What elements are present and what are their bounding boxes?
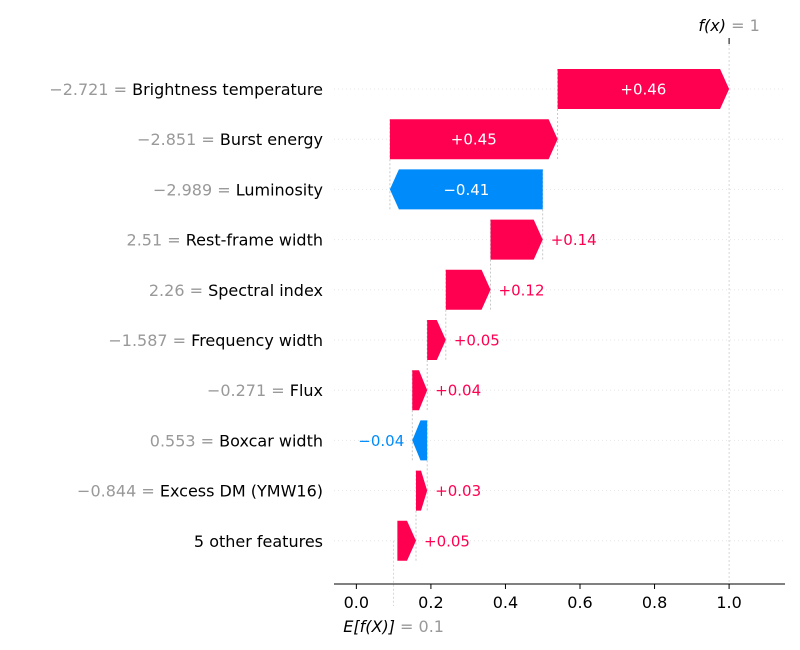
feature-name: Rest-frame width — [186, 231, 323, 250]
feature-name: 5 other features — [194, 532, 323, 551]
equals-sign: = — [168, 331, 192, 350]
bar-feature-5 — [445, 269, 491, 310]
feature-name: Excess DM (YMW16) — [160, 482, 323, 501]
feature-label: 5 other features — [194, 532, 323, 551]
feature-label: 2.26 = Spectral index — [149, 281, 323, 300]
bar-value-label: +0.14 — [551, 231, 597, 249]
feature-label: −0.844 = Excess DM (YMW16) — [77, 482, 323, 501]
feature-label: 0.553 = Boxcar width — [150, 431, 323, 450]
bar-value-label: +0.12 — [499, 281, 545, 299]
feature-value: 2.51 — [127, 231, 163, 250]
final-value-label: f(x) = 1 — [698, 16, 759, 35]
feature-value: −2.989 — [153, 180, 212, 199]
bar-feature-6 — [427, 320, 446, 360]
x-tick-label: 0.2 — [418, 593, 443, 612]
feature-name: Flux — [290, 381, 323, 400]
bar-value-label: −0.04 — [358, 432, 404, 450]
equals-sign: = — [196, 130, 220, 149]
feature-value: −2.721 — [49, 80, 108, 99]
x-tick-label: 0.8 — [642, 593, 667, 612]
feature-label: −1.587 = Frequency width — [108, 331, 323, 350]
bar-value-label: +0.45 — [451, 131, 497, 149]
bar-feature-7 — [412, 370, 428, 411]
base-value-eq: = 0.1 — [395, 617, 444, 636]
bar-feature-4 — [490, 219, 543, 260]
bar-value-label: −0.41 — [443, 181, 489, 199]
bar-value-label: +0.04 — [435, 382, 481, 400]
label-layer: +0.46 −2.721 = Brightness temperature +0.4… — [49, 80, 666, 551]
final-value-eq: = 1 — [726, 16, 760, 35]
bar-value-label: +0.05 — [454, 332, 500, 350]
x-tick-label: 0.6 — [567, 593, 592, 612]
final-value-name: f(x) — [698, 16, 726, 35]
feature-label: 2.51 = Rest-frame width — [127, 231, 323, 250]
feature-name: Spectral index — [208, 281, 323, 300]
feature-value: 2.26 — [149, 281, 185, 300]
equals-sign: = — [212, 180, 236, 199]
equals-sign: = — [162, 231, 186, 250]
bar-value-label: +0.46 — [620, 81, 666, 99]
x-tick-label: 1.0 — [716, 593, 741, 612]
bar-value-label: +0.03 — [435, 482, 481, 500]
feature-value: −2.851 — [137, 130, 196, 149]
feature-value: 0.553 — [150, 431, 196, 450]
feature-label: −2.989 = Luminosity — [153, 180, 323, 199]
feature-label: −0.271 = Flux — [207, 381, 323, 400]
bar-value-label: +0.05 — [424, 532, 470, 550]
base-value-label: E[f(X)] = 0.1 — [343, 617, 444, 636]
equals-sign: = — [185, 281, 209, 300]
bar-layer — [389, 69, 730, 561]
equals-sign: = — [136, 482, 160, 501]
bar-feature-9 — [416, 470, 428, 511]
feature-value: −0.844 — [77, 482, 136, 501]
equals-sign: = — [196, 431, 220, 450]
feature-name: Brightness temperature — [132, 80, 323, 99]
bar-feature-3 — [389, 169, 543, 210]
x-axis: 0.0 0.2 0.4 0.6 0.8 1.0 f(x) = 1 E[f(X)] = 0.1 — [334, 16, 785, 636]
feature-name: Burst energy — [220, 130, 323, 149]
bar-feature-10 — [397, 520, 416, 561]
feature-label: −2.721 = Brightness temperature — [49, 80, 323, 99]
grid-layer — [334, 40, 785, 606]
x-tick-label: 0.0 — [344, 593, 369, 612]
feature-label: −2.851 = Burst energy — [137, 130, 323, 149]
bar-feature-2 — [389, 119, 558, 160]
bar-feature-8 — [412, 420, 428, 461]
equals-sign: = — [266, 381, 290, 400]
feature-name: Boxcar width — [219, 431, 323, 450]
feature-value: −0.271 — [207, 381, 266, 400]
feature-name: Luminosity — [236, 180, 323, 199]
feature-name: Frequency width — [191, 331, 323, 350]
x-tick-label: 0.4 — [493, 593, 518, 612]
base-value-name: E[f(X)] — [343, 617, 395, 636]
bar-feature-1 — [557, 69, 730, 109]
equals-sign: = — [109, 80, 133, 99]
feature-value: −1.587 — [108, 331, 167, 350]
